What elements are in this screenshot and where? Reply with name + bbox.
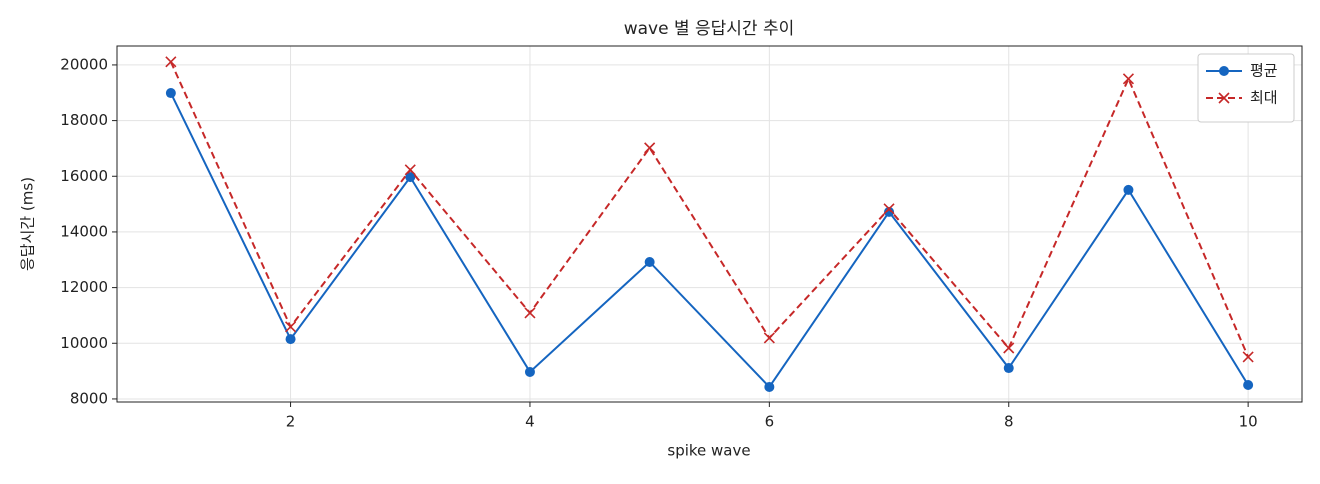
data-point: [884, 206, 895, 217]
data-point: [404, 164, 416, 176]
data-point: [1003, 363, 1014, 374]
y-tick-label: 16000: [60, 167, 108, 185]
x-tick-label: 8: [1004, 413, 1014, 431]
data-point: [1123, 184, 1134, 195]
x-tick-label: 10: [1239, 413, 1258, 431]
y-tick-label: 8000: [70, 389, 108, 407]
x-tick-label: 4: [525, 413, 535, 431]
y-axis-label: 응답시간 (ms): [19, 177, 37, 271]
data-point: [764, 381, 775, 392]
legend-marker: [1218, 92, 1230, 104]
data-point: [1242, 351, 1254, 363]
legend-box: [1197, 53, 1295, 123]
data-point: [1243, 380, 1254, 391]
y-tick-label: 18000: [60, 111, 108, 129]
y-tick-label: 12000: [60, 278, 108, 296]
x-axis-label: spike wave: [667, 442, 750, 460]
data-point: [763, 332, 775, 344]
series-line: [169, 92, 1249, 389]
x-tick-label: 2: [286, 413, 296, 431]
chart-title: wave 별 응답시간 추이: [624, 19, 795, 39]
data-point: [1122, 73, 1135, 85]
legend-label: 최대: [1250, 89, 1278, 107]
plot-frame: [116, 45, 1303, 403]
data-point: [644, 256, 655, 267]
y-tick-label: 20000: [60, 55, 108, 73]
data-point: [883, 203, 895, 215]
y-tick-label: 14000: [60, 222, 108, 240]
series-line: [169, 61, 1250, 358]
data-point: [1003, 342, 1015, 354]
data-point: [524, 366, 535, 377]
data-point: [165, 56, 177, 68]
y-tick-label: 10000: [60, 334, 108, 352]
x-tick-label: 6: [765, 413, 775, 431]
data-point: [165, 88, 176, 99]
data-point: [644, 142, 656, 154]
data-point: [285, 334, 296, 345]
data-point: [405, 172, 416, 183]
legend-label: 평균: [1250, 62, 1278, 80]
data-point: [524, 307, 536, 319]
data-point: [284, 321, 297, 333]
legend-marker: [1219, 66, 1229, 76]
